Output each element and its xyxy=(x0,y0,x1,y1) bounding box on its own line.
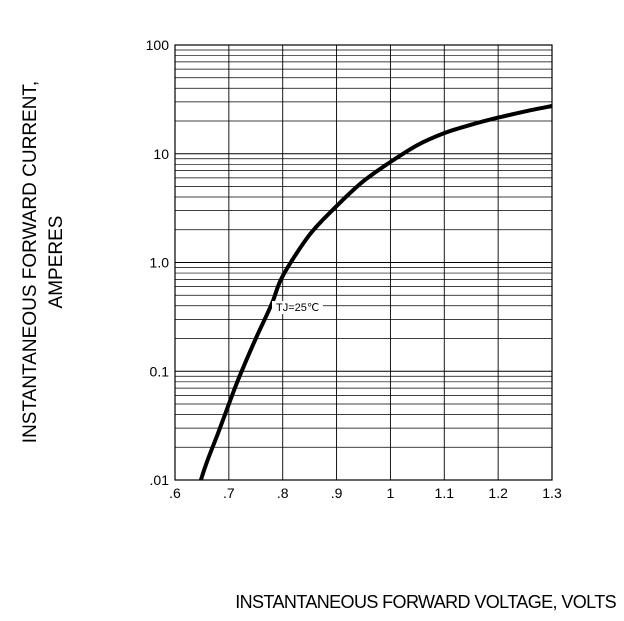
x-tick-label: 1.3 xyxy=(542,485,562,501)
y-tick-label: 0.1 xyxy=(150,363,170,379)
y-tick-label: 1.0 xyxy=(150,255,170,271)
junction-temperature-annotation: TJ=25℃ xyxy=(272,301,324,314)
x-tick-label: 1 xyxy=(387,485,395,501)
y-tick-label: .01 xyxy=(150,472,170,488)
x-axis-label: INSTANTANEOUS FORWARD VOLTAGE, VOLTS xyxy=(235,592,616,612)
y-tick-label: 100 xyxy=(146,37,170,53)
tick-labels: .6 .7 .8 .9 1 1.1 1.2 1.3 .01 0.1 1.0 10 100 xyxy=(146,37,562,501)
plot-frame xyxy=(174,44,553,481)
x-tick-label: 1.1 xyxy=(435,485,455,501)
grid xyxy=(174,45,553,481)
x-tick-label: .8 xyxy=(277,485,289,501)
x-tick-label: 1.2 xyxy=(488,485,508,501)
y-axis-label-line-1: INSTANTANEOUS FORWARD CURRENT, xyxy=(20,80,41,444)
x-tick-label: .6 xyxy=(169,485,181,501)
x-tick-label: .7 xyxy=(223,485,235,501)
y-tick-label: 10 xyxy=(153,146,169,162)
x-tick-label: .9 xyxy=(331,485,343,501)
y-axis-label: INSTANTANEOUS FORWARD CURRENT, AMPERES xyxy=(0,0,90,520)
series-line xyxy=(198,104,553,481)
y-axis-label-line-2: AMPERES xyxy=(46,215,67,309)
